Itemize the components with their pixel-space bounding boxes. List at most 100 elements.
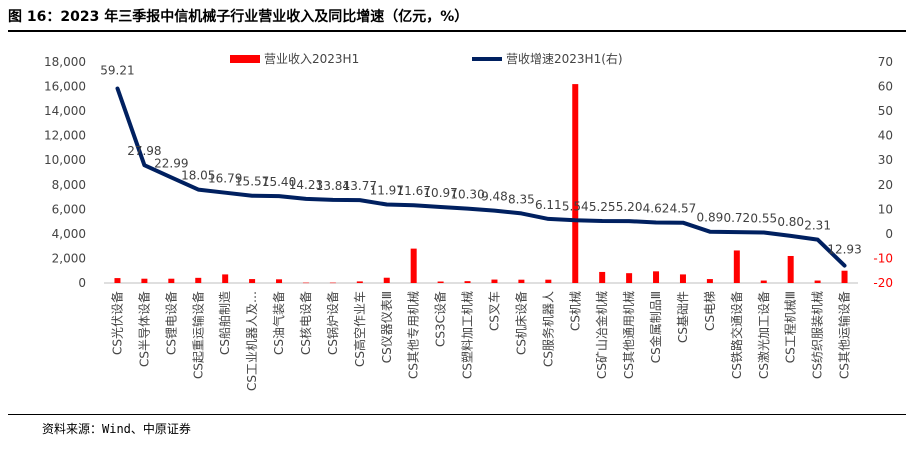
line-data-label: 5.54 (562, 199, 589, 213)
line-data-label: 14.23 (289, 178, 323, 192)
legend-bar-swatch (230, 55, 260, 63)
category-label: CS油气装备 (271, 291, 286, 355)
y-right-tick-label: 60 (878, 80, 893, 94)
line-data-label: 22.99 (154, 156, 188, 170)
category-label: CS其他运输设备 (837, 291, 852, 379)
line-data-label: 4.57 (670, 202, 697, 216)
category-label: CS其他通用机械 (621, 291, 636, 379)
growth-line (115, 86, 847, 268)
line-data-label: 0.55 (750, 212, 777, 226)
line-data-label: 0.80 (777, 215, 804, 229)
category-label: CS叉车 (486, 291, 501, 331)
source-note: 资料来源：Wind、中原证券 (42, 422, 191, 436)
bar (572, 84, 579, 283)
category-label: CS纺织服装机械 (810, 291, 825, 379)
category-label: CS机械 (567, 291, 582, 331)
bar (356, 281, 363, 283)
category-label: CS仪器仪表Ⅲ (380, 291, 394, 363)
y-left-tick-label: 8,000 (52, 178, 86, 192)
y-left-tick-label: 16,000 (44, 80, 86, 94)
line-data-label: 2.31 (804, 219, 831, 233)
bar (114, 278, 121, 283)
line-data-label: 12.93 (827, 243, 861, 257)
bar (222, 274, 229, 283)
bar-series (114, 84, 848, 284)
line-data-label: 13.84 (316, 179, 350, 193)
bar (545, 279, 552, 283)
bar (141, 278, 148, 283)
category-label: CS金属制品Ⅲ (648, 291, 663, 363)
y-right-tick-label: 30 (878, 153, 893, 167)
line-data-label: 11.67 (396, 184, 430, 198)
line-data-label: 15.40 (262, 175, 296, 189)
bar (679, 274, 686, 283)
category-label: CS锅炉设备 (325, 291, 340, 355)
category-label: CS塑料加工机械 (460, 291, 475, 379)
chart-title: 图 16：2023 年三季报中信机械子行业营业收入及同比增速（亿元，%） (8, 9, 469, 25)
y-right-tick-label: -20 (873, 276, 893, 290)
line-data-label: 10.97 (423, 186, 457, 200)
bar (383, 277, 390, 283)
line-data-label: 5.20 (616, 200, 643, 214)
bar (760, 280, 767, 283)
y-right-tick-label: -10 (873, 251, 893, 265)
line-data-label: 8.35 (508, 192, 535, 206)
line-data-label: 59.21 (100, 63, 134, 77)
category-label: CS工业机器人及… (245, 291, 259, 391)
category-label: CS起重运输设备 (190, 291, 205, 379)
category-label: CS基础件 (676, 291, 690, 343)
bar (168, 278, 175, 283)
y-left-tick-label: 6,000 (52, 202, 86, 216)
legend-bar-label: 营业收入2023H1 (264, 52, 359, 66)
footer-divider (8, 414, 906, 415)
category-label: CS3C设备 (434, 291, 448, 347)
bar (787, 255, 794, 283)
category-label: CS高空作业车 (352, 291, 367, 367)
y-left-tick-label: 14,000 (44, 104, 86, 118)
bar (464, 281, 471, 283)
line-data-label: 6.11 (535, 198, 562, 212)
category-label: CS矿山冶金机械 (594, 291, 609, 379)
bar (814, 280, 821, 283)
category-label: CS电梯 (703, 291, 717, 331)
line-series (115, 86, 847, 268)
axes: 0 2,000 4,000 6,000 8,000 10,000 12,000 14,000 1… (44, 55, 893, 290)
category-label: CS核电设备 (299, 291, 313, 355)
data-labels: 59.21 27.9822.9918.0516.7915.5715.4014.23… (100, 63, 861, 256)
bar (733, 250, 740, 283)
y-right-tick-label: 50 (878, 104, 893, 118)
line-data-label: 4.62 (643, 202, 670, 216)
line-data-label: 9.48 (481, 190, 508, 204)
y-right-tick-label: 10 (878, 202, 893, 216)
y-right-tick-label: 40 (878, 129, 893, 143)
category-label: CS半导体设备 (137, 291, 151, 367)
y-left-tick-label: 12,000 (44, 129, 86, 143)
category-label: CS机床设备 (514, 291, 528, 355)
category-label: CS工程机械Ⅲ (783, 291, 798, 363)
category-label: CS激光加工设备 (757, 291, 771, 379)
line-data-label: 18.05 (181, 169, 215, 183)
bar (706, 279, 713, 283)
bar (276, 279, 283, 283)
bar (653, 271, 660, 283)
line-data-label: 11.97 (370, 183, 404, 197)
legend: 营业收入2023H1 营收增速2023H1(右) (230, 51, 623, 66)
bar (437, 281, 444, 283)
bar (599, 271, 606, 283)
title-divider (8, 30, 906, 32)
bar (626, 273, 633, 283)
y-left-tick-label: 4,000 (52, 227, 86, 241)
y-left-tick-label: 10,000 (44, 153, 86, 167)
line-data-label: 0.72 (723, 211, 750, 225)
line-data-label: 27.98 (127, 144, 161, 158)
legend-line-label: 营收增速2023H1(右) (506, 51, 623, 66)
category-labels: CS光伏设备 CS半导体设备 CS锂电设备 CS起重运输设备 CS船舶制造 CS工业机器人… (110, 291, 851, 391)
y-right-tick-label: 0 (885, 227, 893, 241)
y-right-tick-label: 20 (878, 178, 893, 192)
category-label: CS服务机器人 (540, 291, 555, 367)
bar (518, 279, 525, 283)
y-left-tick-label: 18,000 (44, 55, 86, 69)
line-data-label: 16.79 (208, 172, 242, 186)
category-label: CS锂电设备 (163, 291, 178, 355)
